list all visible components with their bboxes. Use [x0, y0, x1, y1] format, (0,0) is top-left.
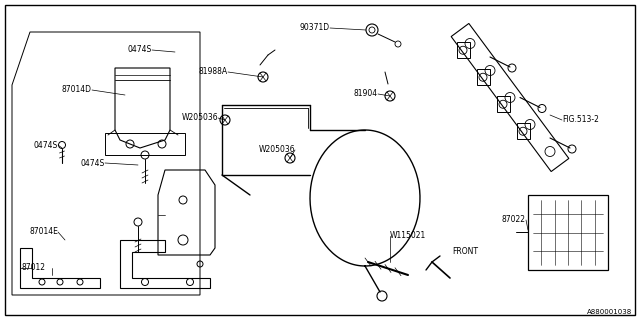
- Text: 0474S: 0474S: [128, 45, 152, 54]
- Text: 0474S: 0474S: [34, 140, 58, 149]
- Text: W115021: W115021: [390, 231, 426, 241]
- Text: 87022: 87022: [502, 215, 526, 225]
- Text: 81988A: 81988A: [199, 68, 228, 76]
- Text: 87014E: 87014E: [29, 228, 58, 236]
- Text: 87014D: 87014D: [62, 85, 92, 94]
- Text: W205036: W205036: [259, 146, 295, 155]
- Text: 87012: 87012: [22, 263, 46, 273]
- Text: 81904: 81904: [354, 90, 378, 99]
- Text: 0474S: 0474S: [81, 158, 105, 167]
- Text: 90371D: 90371D: [300, 23, 330, 33]
- Text: A880001038: A880001038: [587, 309, 632, 315]
- Text: FRONT: FRONT: [452, 247, 478, 257]
- Text: FIG.513-2: FIG.513-2: [562, 116, 599, 124]
- Text: W205036: W205036: [181, 114, 218, 123]
